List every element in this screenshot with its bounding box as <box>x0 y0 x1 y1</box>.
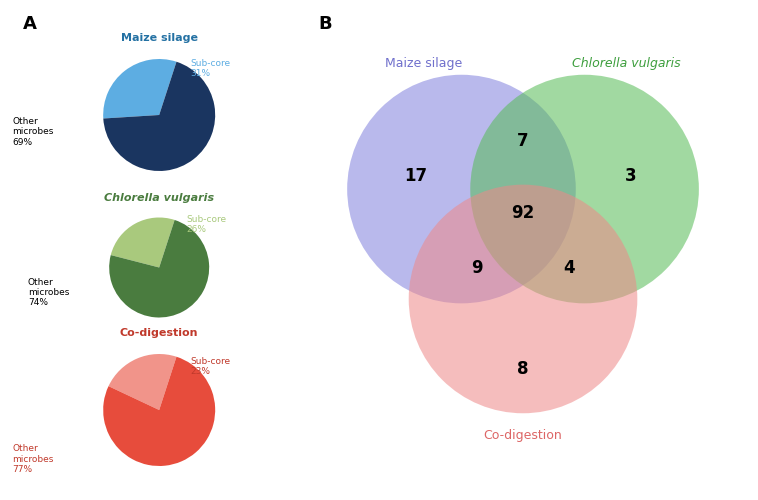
Text: Other
microbes
69%: Other microbes 69% <box>12 117 54 146</box>
Text: Other
microbes
74%: Other microbes 74% <box>28 278 69 308</box>
Text: 17: 17 <box>404 167 427 185</box>
Wedge shape <box>103 356 215 466</box>
Wedge shape <box>103 62 215 171</box>
Wedge shape <box>111 218 174 268</box>
Wedge shape <box>109 220 209 318</box>
Text: Other
microbes
77%: Other microbes 77% <box>12 444 54 474</box>
Circle shape <box>470 74 699 304</box>
Title: Maize silage: Maize silage <box>121 33 198 43</box>
Text: A: A <box>23 15 36 33</box>
Text: Maize silage: Maize silage <box>386 58 462 70</box>
Title: Chlorella vulgaris: Chlorella vulgaris <box>104 193 215 203</box>
Wedge shape <box>108 354 177 410</box>
Circle shape <box>347 74 576 304</box>
Text: Sub-core
31%: Sub-core 31% <box>190 59 230 78</box>
Text: 9: 9 <box>471 259 483 277</box>
Text: 7: 7 <box>517 132 529 150</box>
Text: 8: 8 <box>517 360 529 378</box>
Text: Sub-core
26%: Sub-core 26% <box>186 215 227 234</box>
Text: B: B <box>318 15 332 33</box>
Title: Co-digestion: Co-digestion <box>120 328 199 338</box>
Text: Chlorella vulgaris: Chlorella vulgaris <box>572 58 681 70</box>
Circle shape <box>409 184 637 414</box>
Text: Sub-core
23%: Sub-core 23% <box>190 357 230 376</box>
Wedge shape <box>103 59 177 118</box>
Text: 4: 4 <box>563 259 575 277</box>
Text: 92: 92 <box>512 204 534 222</box>
Text: 3: 3 <box>625 167 637 185</box>
Text: Co-digestion: Co-digestion <box>484 429 562 442</box>
